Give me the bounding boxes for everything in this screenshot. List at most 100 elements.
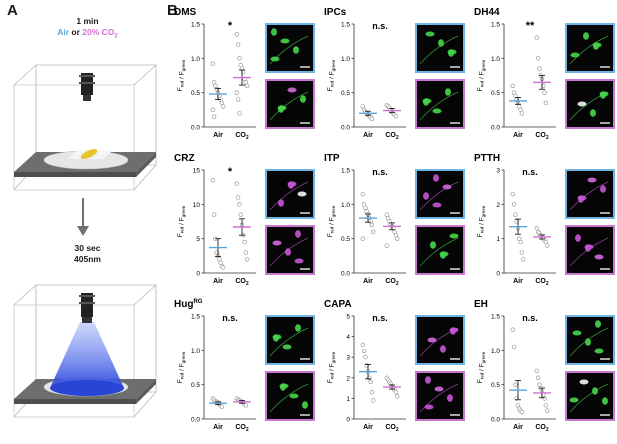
chart-8: EH 0.0 0.5 1.0 1.5 Fred / Fgreen Air CO2 n.s. <box>474 299 615 433</box>
data-point-air <box>360 342 365 348</box>
x-tick-label: Air <box>513 278 523 285</box>
y-label-sub: red <box>480 372 485 379</box>
y-tick-label: 10 <box>193 202 201 209</box>
chart-title: DMS <box>174 7 197 18</box>
micrograph-air <box>565 23 615 73</box>
y-tick-label: 1.5 <box>341 168 350 175</box>
y-axis-label: Fred / Fgreen <box>477 351 486 383</box>
data-point-co2 <box>235 97 241 102</box>
significance-label: * <box>228 20 233 32</box>
data-point-air <box>368 379 373 385</box>
x-tick-sub: 2 <box>246 281 249 287</box>
micrograph-air <box>265 23 315 73</box>
y-axis-label: Fred / Fgreen <box>477 205 486 237</box>
y-tick-label: 1.0 <box>491 56 500 63</box>
neurite <box>269 35 309 65</box>
cell-blob <box>285 248 291 256</box>
chart-title: HugRG <box>174 299 203 310</box>
data-point-air <box>369 390 375 395</box>
micrograph-co2 <box>565 225 615 275</box>
x-tick-label: Air <box>513 132 523 139</box>
cell-blob <box>440 345 446 353</box>
data-point-co2 <box>537 66 542 71</box>
air-label: Air <box>57 27 70 37</box>
x-tick-label: CO2 <box>385 278 399 287</box>
chart-title: ITP <box>324 153 340 164</box>
y-label-sub: red <box>330 80 335 87</box>
data-point-co2 <box>244 83 250 89</box>
data-point-air <box>510 83 515 89</box>
neurite <box>419 237 459 267</box>
chart-title: DH44 <box>474 7 500 18</box>
data-point-co2 <box>237 56 242 61</box>
x-tick-label: Air <box>213 132 223 139</box>
cell-blob <box>439 251 449 257</box>
significance-label: n.s. <box>522 167 538 177</box>
micrograph-co2 <box>415 225 465 275</box>
micrograph-co2 <box>415 371 465 421</box>
neurite <box>269 383 309 413</box>
micrograph-co2 <box>415 79 465 129</box>
significance-label: n.s. <box>372 313 388 323</box>
cell-blob <box>592 42 602 48</box>
x-tick-sub: 2 <box>396 281 399 287</box>
data-point-air <box>210 178 215 183</box>
chart-title: PTTH <box>474 153 500 164</box>
data-point-co2 <box>534 35 540 40</box>
chart-title-sup: RG <box>193 299 202 305</box>
cell-blob <box>585 338 591 346</box>
y-label-part: / F <box>179 217 186 226</box>
y-label-part: F <box>477 87 484 91</box>
y-label-part: F <box>327 233 334 237</box>
significance-label: n.s. <box>522 313 538 323</box>
cell-blob <box>423 192 429 200</box>
y-label-sub: red <box>180 80 185 87</box>
micrograph-air <box>565 315 615 365</box>
data-point-co2 <box>542 396 547 401</box>
y-tick-label: 0.0 <box>191 417 200 424</box>
cell-blob <box>447 49 457 55</box>
cell-blob <box>279 383 289 389</box>
panel-a-letter: A <box>7 2 18 19</box>
data-point-air <box>369 222 375 228</box>
cell-blob <box>272 334 282 340</box>
significance-label: * <box>228 166 233 178</box>
y-tick-label: 1.5 <box>191 22 200 29</box>
data-point-co2 <box>242 239 247 245</box>
chart-1: IPCs 0.0 0.5 1.0 1.5 Fred / Fgreen Air CO2 n.s. <box>324 7 465 141</box>
cell-blob <box>569 397 579 403</box>
cell-blob <box>282 344 292 350</box>
x-tick-sub: 2 <box>396 135 399 141</box>
data-point-co2 <box>243 403 249 408</box>
x-tick-sub: 2 <box>246 135 249 141</box>
chart-title: EH <box>474 299 488 310</box>
neurite <box>269 327 309 357</box>
cell-blob <box>295 230 301 238</box>
y-tick-label: 1.0 <box>341 56 350 63</box>
y-tick-label: 1.5 <box>491 22 500 29</box>
panel-b-grid: DMS 0.0 0.5 1.0 1.5 Fred / Fgreen Air CO2 * IPCs 0… <box>168 0 617 444</box>
x-tick-label: CO2 <box>385 132 399 141</box>
x-tick-sub: 2 <box>546 427 549 433</box>
x-tick-sub: 2 <box>546 281 549 287</box>
chamber-light-illustration <box>13 284 157 418</box>
cell-blob <box>587 177 597 183</box>
data-point-co2 <box>244 257 250 262</box>
gas-label: Air or 20% CO2 <box>0 27 175 43</box>
neurite <box>269 181 309 211</box>
chart-title: IPCs <box>324 7 347 18</box>
y-axis-label: Fred / Fgreen <box>177 59 186 91</box>
neurite <box>419 383 459 413</box>
significance-label: n.s. <box>372 21 388 31</box>
fly-larva <box>80 149 98 159</box>
y-tick-label: 1.0 <box>191 56 200 63</box>
y-tick-label: 0.0 <box>491 125 500 132</box>
data-point-co2 <box>234 90 240 95</box>
cell-blob <box>293 46 299 54</box>
x-tick-label: CO2 <box>535 278 549 287</box>
y-tick-label: 0.5 <box>341 236 350 243</box>
x-tick-label: CO2 <box>535 424 549 433</box>
data-point-air <box>360 191 365 197</box>
light-source-body <box>81 293 93 317</box>
y-label-part: F <box>477 379 484 383</box>
